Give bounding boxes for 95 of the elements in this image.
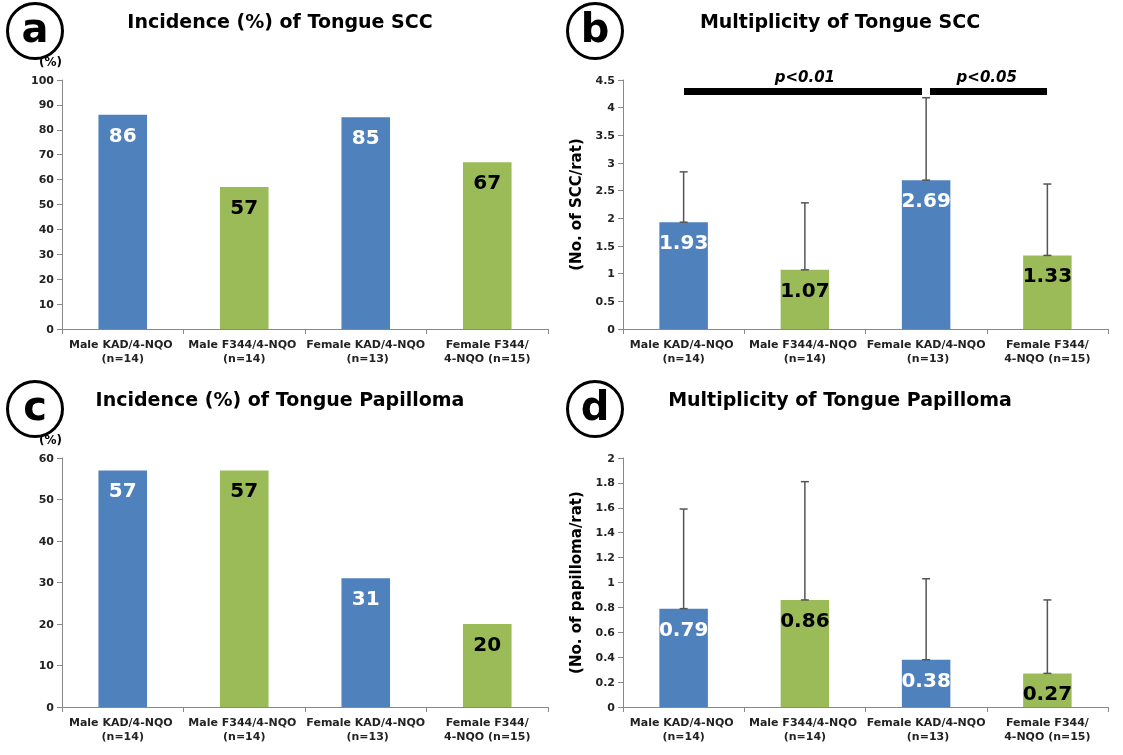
bar [780, 599, 830, 707]
x-tick-label: Female F344/4-NQO (n=15) [444, 337, 531, 365]
y-tick-label: 0 [46, 700, 55, 714]
data-label: 20 [473, 632, 502, 656]
data-label: 31 [351, 586, 380, 611]
x-tick-label: Male F344/4-NQO (n=14) [748, 715, 861, 743]
x-tick-label: Female KAD/4-NQO (n=13) [306, 337, 426, 365]
y-tick-label: 2.5 [595, 184, 615, 198]
y-tick-label: 0.8 [595, 600, 615, 614]
y-tick-label: 1.4 [595, 526, 616, 540]
x-tick-label: Male KAD/4-NQO (n=14) [68, 715, 177, 743]
x-tick-label: Male KAD/4-NQO (n=14) [629, 715, 738, 743]
data-label: 0.38 [901, 667, 951, 692]
y-tick-label: 4.5 [595, 73, 615, 87]
data-label: 0.27 [1022, 681, 1073, 706]
bar [219, 187, 269, 329]
bar [341, 117, 391, 329]
bar [341, 578, 391, 707]
y-axis-title: (No. of papilloma/rat) [566, 491, 585, 674]
circle-badge: b [566, 2, 624, 60]
y-tick-label: 0.6 [595, 625, 616, 639]
y-tick-label: 1 [607, 576, 615, 589]
bar [1023, 255, 1072, 329]
bar [219, 470, 269, 707]
y-tick-label: 60 [38, 173, 55, 187]
bar [901, 180, 951, 329]
data-label: 1.93 [658, 230, 709, 255]
y-tick-label: 0.4 [595, 650, 616, 664]
x-tick-label: Female F344/4-NQO (n=15) [444, 715, 531, 743]
chart-title: Incidence (%) of Tongue SCC [127, 9, 433, 32]
data-label: 0.79 [658, 616, 709, 641]
y-tick-label: 90 [38, 98, 55, 112]
y-tick-label: 0 [607, 322, 616, 336]
data-label: 2.69 [901, 188, 951, 213]
y-tick-label: 40 [38, 534, 55, 548]
y-tick-label: 10 [38, 659, 55, 672]
data-label: 86 [108, 122, 137, 147]
chart-title: Incidence (%) of Tongue Papilloma [95, 387, 465, 410]
bar [659, 222, 708, 329]
y-axis-title: (No. of SCC/rat) [566, 138, 585, 271]
y-tick-label: 0 [46, 322, 55, 336]
y-tick-label: 2 [607, 451, 615, 465]
x-tick-label: Male F344/4-NQO (n=14) [188, 337, 301, 365]
x-tick-label: Female KAD/4-NQO (n=13) [866, 715, 986, 743]
x-tick-label: Male KAD/4-NQO (n=14) [629, 337, 738, 365]
y-tick-label: 30 [38, 576, 55, 589]
y-tick-label: 1.8 [595, 476, 615, 490]
y-tick-label: 1.5 [595, 239, 615, 253]
chart-title: Multiplicity of Tongue Papilloma [668, 387, 1012, 410]
data-label: 1.07 [780, 277, 830, 302]
bar [462, 162, 512, 329]
y-tick-label: 60 [38, 451, 55, 465]
y-tick-label: 4 [607, 101, 616, 115]
y-tick-label: 20 [38, 272, 55, 286]
bar [462, 624, 512, 707]
x-tick-label: Male KAD/4-NQO (n=14) [68, 337, 177, 365]
bar [659, 608, 708, 707]
bar [98, 470, 148, 707]
data-label: 57 [108, 478, 137, 503]
y-tick-label: 30 [38, 247, 55, 261]
y-tick-label: 70 [38, 148, 55, 162]
annotation: p<0.01 [773, 67, 836, 86]
y-tick-label: 1.6 [595, 501, 616, 515]
bar [780, 269, 830, 329]
x-tick-label: Female KAD/4-NQO (n=13) [306, 715, 426, 743]
y-tick-label: 80 [38, 123, 55, 137]
y-tick-label: 10 [38, 297, 55, 311]
data-label: 85 [351, 125, 380, 150]
y-tick-label: 0.5 [595, 294, 615, 308]
y-tick-label: 3 [607, 156, 615, 170]
data-label: 1.33 [1022, 263, 1073, 288]
y-tick-label: 20 [38, 617, 55, 631]
data-label: 67 [473, 170, 502, 195]
x-tick-label: Male F344/4-NQO (n=14) [188, 715, 301, 743]
y-tick-label: 3.5 [595, 128, 615, 142]
y-tick-label: 100 [31, 73, 55, 87]
y-tick-label: 50 [38, 198, 55, 211]
x-tick-label: Female F344/4-NQO (n=15) [1004, 715, 1091, 743]
data-label: 0.86 [780, 607, 830, 632]
y-tick-label: 40 [38, 222, 55, 236]
y-tick-label: 1.2 [595, 551, 615, 565]
bar [98, 114, 148, 329]
y-tick-label: 1 [607, 267, 615, 281]
circle-badge: d [566, 380, 624, 438]
x-tick-label: Female KAD/4-NQO (n=13) [866, 337, 986, 365]
x-tick-label: Male F344/4-NQO (n=14) [748, 337, 861, 365]
chart-title: Multiplicity of Tongue SCC [699, 9, 981, 32]
y-tick-label: 0.2 [595, 675, 615, 689]
y-tick-label: 50 [38, 493, 55, 506]
annotation: p<0.05 [955, 67, 1017, 86]
data-label: 57 [230, 195, 259, 220]
data-label: 57 [230, 478, 259, 503]
y-tick-label: 0 [607, 700, 616, 714]
x-tick-label: Female F344/4-NQO (n=15) [1004, 337, 1091, 365]
y-tick-label: 2 [607, 211, 615, 225]
